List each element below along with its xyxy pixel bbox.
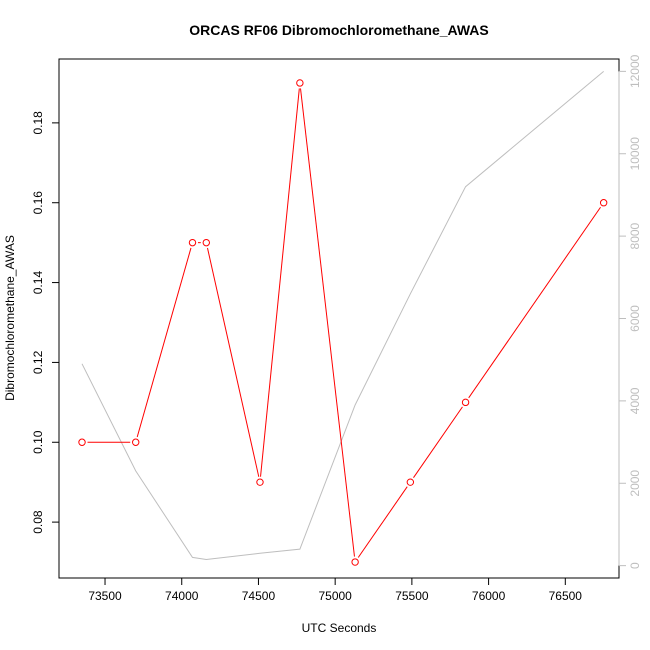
data-point (256, 478, 264, 486)
y-tick-label: 0.08 (31, 510, 45, 534)
y-tick-label: 0.12 (31, 350, 45, 374)
x-tick-label: 75500 (395, 589, 429, 603)
y2-tick-label: 12000 (628, 54, 642, 88)
x-axis-label: UTC Seconds (302, 621, 377, 635)
y2-tick-label: 6000 (628, 305, 642, 332)
y2-tick-label: 4000 (628, 387, 642, 414)
y-axis-left: 0.08 0.10 0.12 0.14 0.16 0.18 (31, 111, 60, 534)
series-line-segment (136, 247, 192, 438)
data-point (78, 438, 86, 446)
altitude-series-line (81, 70, 604, 560)
series-line-segment (300, 88, 355, 557)
y-tick-label: 0.18 (31, 111, 45, 135)
y-tick-label: 0.10 (31, 430, 45, 454)
y-axis-label: Dibromochloromethane_AWAS (3, 235, 17, 401)
series-line-segment (207, 247, 260, 477)
chart-title: ORCAS RF06 Dibromochloromethane_AWAS (189, 22, 489, 38)
plot-area-frame (58, 58, 620, 579)
x-tick-label: 76000 (472, 589, 506, 603)
x-tick-label: 75000 (318, 589, 352, 603)
y-tick-label: 0.14 (31, 271, 45, 295)
series-layer (78, 70, 608, 566)
data-point (461, 398, 470, 407)
x-tick-label: 73500 (88, 589, 122, 603)
data-point (188, 238, 197, 247)
x-tick-label: 76500 (549, 589, 583, 603)
series-line-segment (413, 406, 463, 478)
y2-tick-label: 8000 (628, 222, 642, 249)
data-point (202, 238, 210, 247)
y-tick-label: 0.16 (31, 191, 45, 215)
series-line-segment (357, 486, 408, 558)
series-line-segment (468, 206, 601, 399)
y-axis-right: 0 2000 4000 6000 8000 10000 12000 (618, 54, 642, 569)
y2-tick-label: 0 (628, 562, 642, 569)
data-point (351, 558, 359, 566)
data-point (599, 199, 608, 207)
data-point (132, 438, 140, 446)
data-point (406, 478, 415, 486)
x-axis: 73500 74000 74500 75000 75500 76000 76500 (88, 577, 583, 603)
y2-tick-label: 10000 (628, 137, 642, 171)
data-point (296, 79, 304, 87)
series-line-segment (260, 88, 300, 477)
x-tick-label: 74500 (242, 589, 276, 603)
y2-tick-label: 2000 (628, 470, 642, 497)
x-tick-label: 74000 (165, 589, 199, 603)
